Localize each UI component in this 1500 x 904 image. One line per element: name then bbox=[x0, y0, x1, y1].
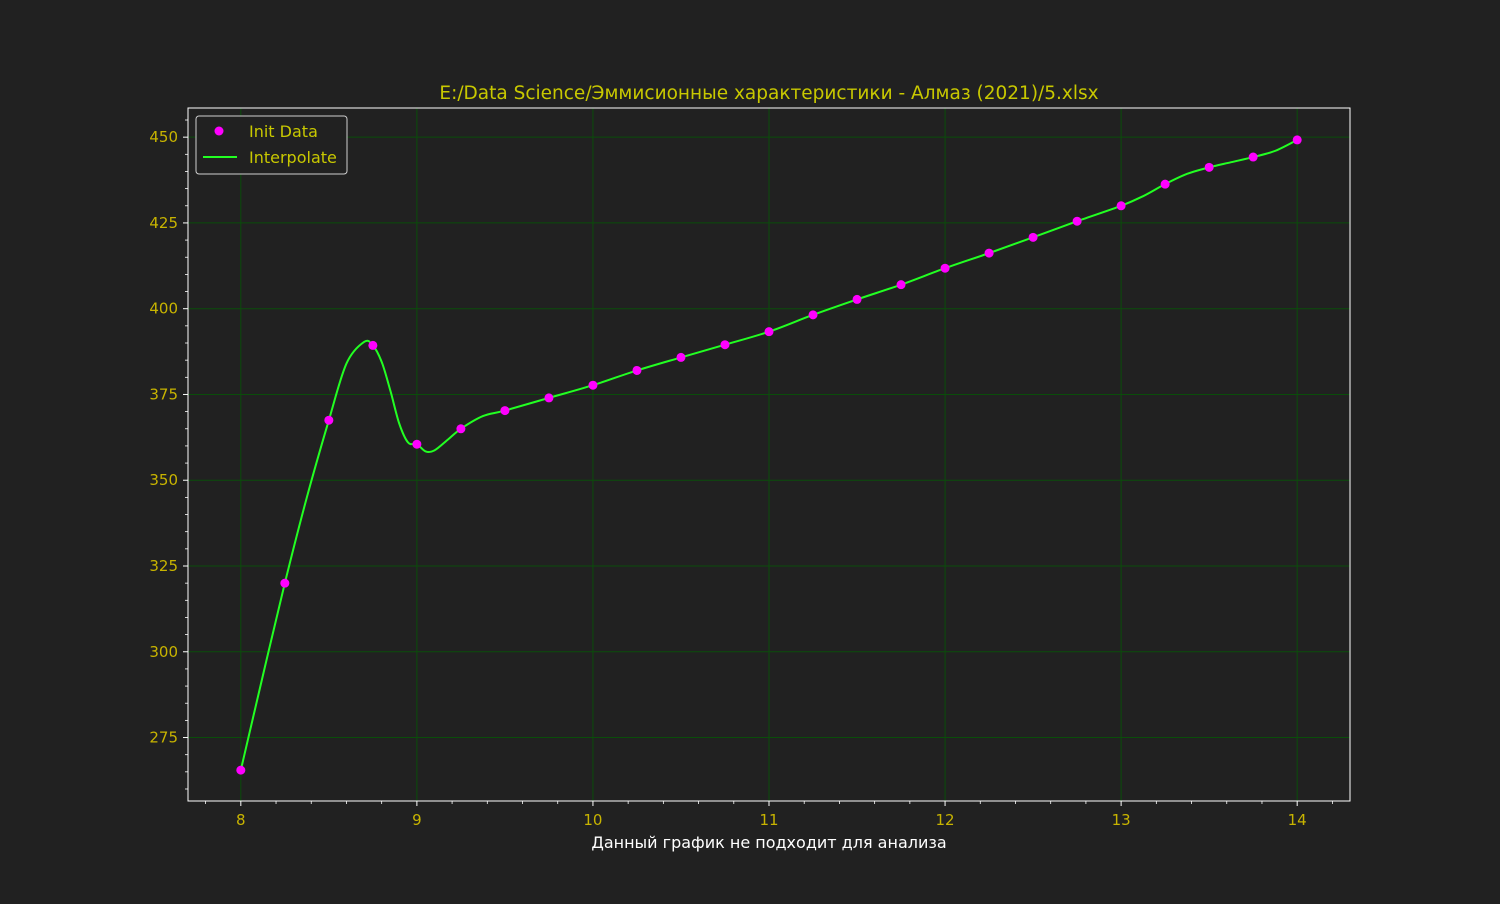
grid bbox=[188, 108, 1350, 801]
init-data-point bbox=[280, 578, 290, 588]
init-data-point bbox=[764, 327, 774, 337]
x-tick-label: 10 bbox=[583, 811, 602, 829]
init-data-point bbox=[236, 765, 246, 775]
x-tick-label: 14 bbox=[1288, 811, 1307, 829]
y-tick-label: 375 bbox=[149, 385, 178, 403]
init-data-point bbox=[1072, 216, 1082, 226]
init-data-points bbox=[236, 135, 1302, 775]
x-tick-label: 9 bbox=[412, 811, 422, 829]
init-data-point bbox=[676, 352, 686, 362]
y-tick-label: 450 bbox=[149, 128, 178, 146]
init-data-point bbox=[1028, 232, 1038, 242]
y-tick-label: 325 bbox=[149, 557, 178, 575]
init-data-point bbox=[940, 263, 950, 273]
init-data-point bbox=[324, 415, 334, 425]
init-data-point bbox=[368, 340, 378, 350]
x-axis-label: Данный график не подходит для анализа bbox=[591, 833, 946, 852]
init-data-point bbox=[720, 340, 730, 350]
x-tick-label: 11 bbox=[759, 811, 778, 829]
init-data-point bbox=[984, 248, 994, 258]
init-data-point bbox=[412, 439, 422, 449]
y-tick-label: 300 bbox=[149, 643, 178, 661]
plot-area bbox=[236, 135, 1302, 775]
x-tick-label: 8 bbox=[236, 811, 246, 829]
init-data-point bbox=[588, 380, 598, 390]
y-axis: 275 300 325 350 375 400 425 450 bbox=[149, 119, 188, 790]
legend: Init Data Interpolate bbox=[195, 115, 348, 175]
legend-label-init-data: Init Data bbox=[249, 122, 318, 141]
init-data-point bbox=[1160, 179, 1170, 189]
y-tick-label: 350 bbox=[149, 471, 178, 489]
init-data-point bbox=[1204, 162, 1214, 172]
legend-label-interpolate: Interpolate bbox=[249, 148, 337, 167]
y-tick-label: 425 bbox=[149, 214, 178, 232]
x-axis: 8 9 10 11 12 13 14 bbox=[205, 801, 1333, 829]
axes-frame bbox=[187, 107, 1351, 802]
init-data-point bbox=[632, 365, 642, 375]
x-tick-label: 13 bbox=[1112, 811, 1131, 829]
interpolate-line bbox=[239, 139, 1298, 771]
init-data-point bbox=[500, 406, 510, 416]
legend-box bbox=[195, 115, 348, 175]
chart-title: E:/Data Science/Эммисионные характеристи… bbox=[439, 83, 1098, 104]
init-data-point bbox=[852, 294, 862, 304]
init-data-point bbox=[808, 310, 818, 320]
init-data-point bbox=[1248, 152, 1258, 162]
init-data-point bbox=[1292, 135, 1302, 145]
init-data-point bbox=[456, 424, 466, 434]
init-data-point bbox=[1116, 201, 1126, 211]
x-tick-label: 12 bbox=[936, 811, 955, 829]
init-data-point bbox=[544, 393, 554, 403]
legend-marker-init-data bbox=[214, 126, 224, 136]
y-tick-label: 400 bbox=[149, 300, 178, 318]
y-tick-label: 275 bbox=[149, 729, 178, 747]
init-data-point bbox=[896, 280, 906, 290]
